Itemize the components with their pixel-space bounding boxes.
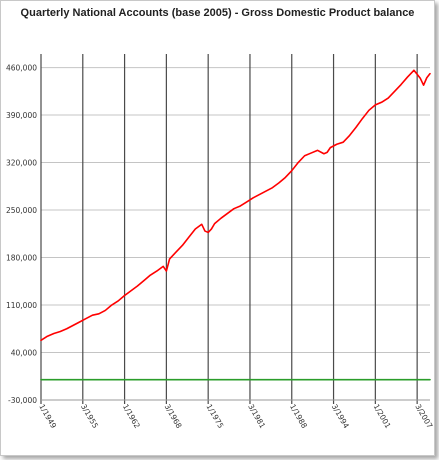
- y-tick-label: 460,000: [6, 64, 37, 73]
- x-tick-label: 1/2001: [372, 403, 393, 431]
- series-layer: [40, 69, 431, 381]
- x-tick-label: 3/1994: [330, 403, 351, 431]
- y-tick-label: 40,000: [11, 349, 37, 358]
- y-tick-label: 390,000: [6, 111, 37, 120]
- x-tick-label: 3/2007: [413, 403, 434, 431]
- y-tick-label: 180,000: [6, 254, 37, 263]
- x-tick-label: 3/1955: [79, 403, 100, 431]
- x-tick-label: 1/1949: [37, 403, 58, 431]
- gdp-series-line: [40, 69, 431, 342]
- x-axis-ticks: 1/1949 3/1955 1/1962 3/1968 1/1975 3/1981 1/19…: [37, 403, 434, 431]
- chart-title: Quarterly National Accounts (base 2005) …: [20, 7, 415, 19]
- x-tick-label: 1/1975: [204, 403, 225, 431]
- y-tick-label: 110,000: [6, 301, 37, 310]
- y-axis-ticks: 460,000 390,000 320,000 250,000 180,000 110,0…: [6, 64, 37, 405]
- x-tick-label: 1/1988: [288, 403, 309, 431]
- chart-svg: 460,000 390,000 320,000 250,000 180,000 110,0…: [6, 54, 434, 431]
- x-tick-label: 1/1962: [121, 403, 142, 431]
- x-tick-label: 3/1968: [163, 403, 184, 431]
- y-tick-label: -30,000: [8, 396, 37, 405]
- y-tick-label: 250,000: [6, 206, 37, 215]
- y-tick-label: 320,000: [6, 159, 37, 168]
- grid-layer: [40, 54, 430, 404]
- x-tick-label: 3/1981: [246, 403, 267, 431]
